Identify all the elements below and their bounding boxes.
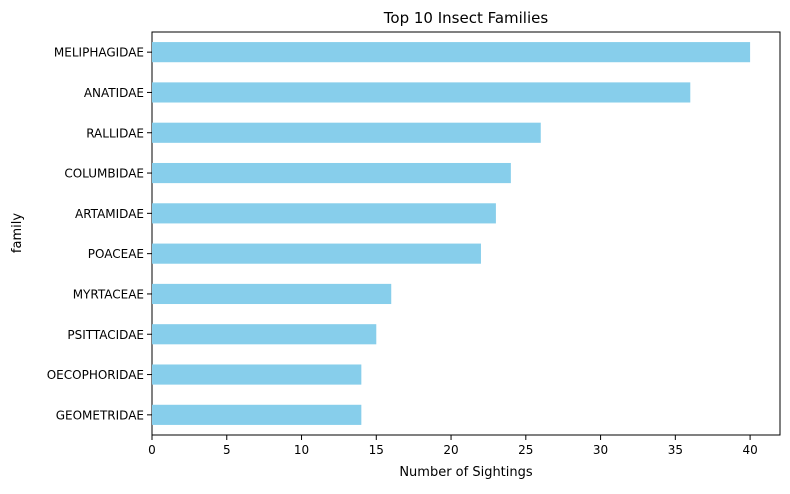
- bar: [152, 162, 511, 184]
- x-tick-label: 0: [148, 443, 156, 457]
- bar: [152, 324, 377, 345]
- bars-group: [152, 42, 751, 425]
- y-tick-label: MELIPHAGIDAE: [54, 46, 144, 60]
- x-tick-label: 10: [294, 443, 309, 457]
- x-tick-label: 35: [668, 443, 683, 457]
- x-tick-label: 5: [223, 443, 231, 457]
- bar: [152, 364, 362, 385]
- y-tick-label: GEOMETRIDAE: [56, 408, 144, 422]
- y-axis: MELIPHAGIDAE ANATIDAE RALLIDAE COLUMBIDAE AR…: [47, 46, 152, 422]
- y-tick-label: POACEAE: [88, 247, 144, 261]
- x-tick-label: 20: [443, 443, 458, 457]
- plot-area-frame: [151, 31, 781, 436]
- x-tick-label: 15: [369, 443, 384, 457]
- chart-title: Top 10 Insect Families: [383, 9, 549, 27]
- y-tick-label: COLUMBIDAE: [64, 167, 144, 181]
- bar: [152, 82, 691, 103]
- x-tick-label: 30: [593, 443, 608, 457]
- y-tick-label: RALLIDAE: [86, 126, 144, 140]
- y-tick-label: OECOPHORIDAE: [47, 368, 144, 382]
- x-tick-label: 40: [742, 443, 757, 457]
- y-tick-label: ANATIDAE: [84, 86, 144, 100]
- bar: [152, 404, 362, 425]
- y-tick-label: ARTAMIDAE: [75, 207, 144, 221]
- bar: [152, 42, 751, 63]
- x-axis: 0 5 10 15 20 25 30 35 40: [148, 435, 758, 457]
- bar: [152, 122, 541, 143]
- bar: [152, 283, 392, 305]
- y-axis-label: family: [10, 213, 25, 253]
- y-tick-label: MYRTACEAE: [73, 287, 144, 301]
- x-axis-label: Number of Sightings: [399, 465, 533, 480]
- y-tick-label: PSITTACIDAE: [67, 328, 144, 342]
- x-tick-label: 25: [518, 443, 533, 457]
- bar: [152, 243, 481, 264]
- bar: [152, 203, 496, 224]
